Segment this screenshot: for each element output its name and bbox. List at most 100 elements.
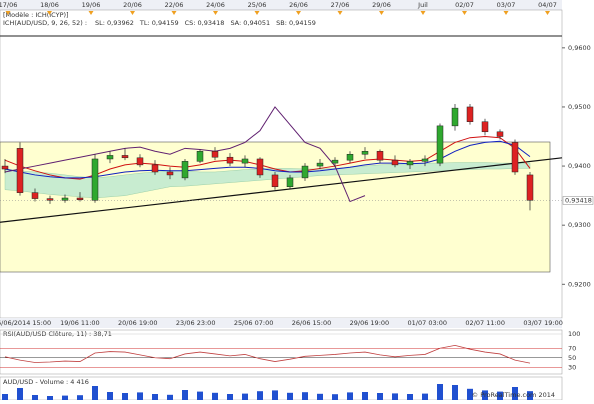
bottom-date-strip [0, 318, 562, 328]
candle-body [76, 197, 84, 201]
volume-bar [77, 395, 83, 400]
volume-bar [377, 393, 383, 400]
volume-bar [392, 393, 398, 400]
volume-bar [302, 392, 308, 400]
volume-bar [182, 390, 188, 400]
candle-body [181, 161, 189, 179]
volume-bar [407, 394, 413, 400]
indicator-line [4, 106, 366, 203]
volume-bar [332, 394, 338, 400]
last-price-box [562, 196, 594, 205]
candle-body [106, 155, 114, 160]
candle-body [31, 192, 39, 199]
y-tick-label: 0,9300 [568, 221, 591, 229]
volume-bar [347, 392, 353, 400]
candle-body [406, 161, 414, 166]
candle-body [166, 171, 174, 176]
range-box [0, 141, 551, 273]
copyright: © ProRealTime.com 2014 [472, 391, 555, 399]
indicator-label: ICH(AUD/USD, 9, 26, 52) : [3, 19, 87, 27]
date-marker [5, 11, 11, 15]
y-tick-label: 30 [568, 363, 576, 371]
date-marker [171, 11, 177, 15]
date-marker [462, 11, 467, 15]
volume-bar [272, 390, 278, 400]
top-date: 19/06 [82, 1, 101, 9]
volume-bar [32, 395, 38, 400]
candle-body [496, 131, 504, 137]
candle-body [46, 198, 54, 201]
volume-bar [527, 391, 533, 400]
candle-body [1, 165, 9, 170]
date-marker [379, 11, 384, 15]
candle-body [226, 156, 234, 164]
candle-body [346, 153, 354, 161]
candle-body [436, 125, 444, 164]
volume-bar [137, 392, 143, 400]
candle-body [151, 164, 159, 173]
rsi-line [4, 344, 531, 364]
rsi-panel [0, 329, 563, 375]
volume-bar [92, 386, 98, 400]
volume-bar [512, 387, 518, 400]
candle-body [136, 157, 144, 166]
candle-body [451, 107, 459, 127]
date-marker [503, 11, 509, 15]
volume-bar [197, 391, 203, 400]
candle-body [256, 158, 264, 176]
volume-bar [152, 394, 158, 400]
volume-bar [362, 392, 368, 400]
date-marker [130, 11, 135, 15]
candle-body [421, 158, 429, 162]
legend-item: SL: 0,93962 [95, 19, 134, 27]
candle-body [196, 151, 204, 162]
candle-body [16, 148, 24, 193]
candle-body [301, 165, 309, 179]
bottom-date: 23/06 23:00 [176, 319, 216, 327]
volume-bar [2, 394, 8, 400]
volume-bar [122, 393, 128, 400]
top-date: 22/06 [165, 1, 184, 9]
top-date: 03/07 [497, 1, 516, 9]
date-marker [254, 11, 260, 15]
volume-bar [497, 391, 503, 400]
y-tick-label: 50 [568, 354, 576, 362]
volume-bar [242, 393, 248, 400]
bottom-date: 20/06 19:00 [118, 319, 158, 327]
y-tick-label: 0,9400 [568, 162, 591, 170]
date-marker [296, 11, 301, 15]
candle-body [331, 159, 339, 164]
bottom-date: 03/07 19:00 [523, 319, 563, 327]
candle-body [481, 121, 489, 133]
y-tick-label: 0,9600 [568, 44, 591, 52]
bottom-date: 29/06 19:00 [350, 319, 390, 327]
legend-item: SB: 0,94159 [276, 19, 316, 27]
model-label: [Modèle : ICH(ICYP)] [3, 11, 69, 19]
volume-bar [257, 391, 263, 400]
volume-bar [47, 396, 53, 400]
volume-bar [422, 393, 428, 400]
candle-body [241, 158, 249, 164]
volume-bar [227, 394, 233, 400]
bottom-date: 19/06 11:00 [60, 319, 100, 327]
top-date: 29/06 [372, 1, 391, 9]
candle-body [271, 174, 279, 188]
top-date: Juil [417, 1, 428, 9]
y-tick-label: 0,9200 [568, 280, 591, 288]
volume-bar [437, 384, 443, 400]
date-marker [420, 11, 426, 15]
top-date: 24/06 [206, 1, 225, 9]
top-date: 20/06 [123, 1, 142, 9]
volume-title: AUD/USD - Volume : 4 416 [3, 378, 89, 386]
bottom-date: 01/07 03:00 [408, 319, 448, 327]
candle-body [526, 174, 534, 201]
volume-bar [212, 392, 218, 400]
legend-item: CS: 0,93418 [185, 19, 225, 27]
top-date: 18/06 [40, 1, 59, 9]
date-marker [545, 11, 550, 15]
volume-bar [452, 385, 458, 400]
bottom-date: 02/07 11:00 [465, 319, 505, 327]
volume-bar [17, 388, 23, 400]
top-date: 25/06 [248, 1, 267, 9]
trend-line [0, 157, 563, 223]
